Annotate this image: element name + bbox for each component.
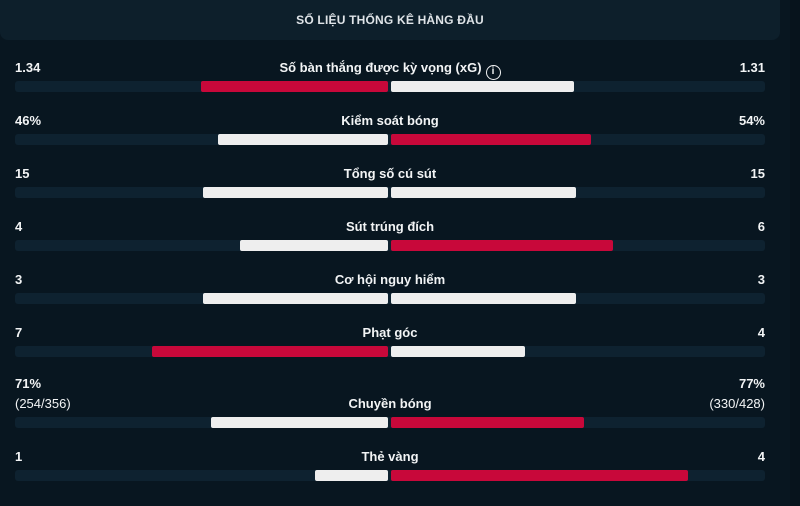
home-value: 4 bbox=[15, 219, 23, 234]
home-value: 1.34 bbox=[15, 60, 41, 75]
home-subvalue: (254/356) bbox=[15, 396, 71, 411]
stat-label: Số bàn thắng được kỳ vọng (xG) i bbox=[15, 60, 765, 80]
away-bar bbox=[391, 293, 576, 304]
stat-label-text: Số bàn thắng được kỳ vọng (xG) bbox=[279, 60, 482, 75]
away-bar bbox=[391, 81, 574, 92]
stat-row: 71% 77% (254/356) (330/428) Chuyền bóng bbox=[15, 376, 765, 428]
section-title: SỐ LIỆU THỐNG KÊ HÀNG ĐẦU bbox=[296, 13, 484, 27]
stat-label: Cơ hội nguy hiểm bbox=[15, 272, 765, 288]
home-value: 15 bbox=[15, 166, 30, 181]
stat-bar-track bbox=[15, 240, 765, 251]
home-bar bbox=[203, 187, 388, 198]
stat-row: 46% 54% Kiểm soát bóng bbox=[15, 113, 765, 153]
away-value: 77% bbox=[738, 376, 765, 391]
away-bar bbox=[391, 417, 584, 428]
away-value: 3 bbox=[757, 272, 765, 287]
home-bar bbox=[203, 293, 388, 304]
stat-bar-track bbox=[15, 187, 765, 198]
info-icon[interactable]: i bbox=[485, 65, 501, 80]
home-value: 3 bbox=[15, 272, 23, 287]
stat-label: Sút trúng đích bbox=[15, 219, 765, 235]
stat-bar-track bbox=[15, 134, 765, 145]
stat-row: 4 6 Sút trúng đích bbox=[15, 219, 765, 259]
away-value: 4 bbox=[757, 449, 765, 464]
home-value: 7 bbox=[15, 325, 23, 340]
stat-label-text: Thẻ vàng bbox=[361, 449, 419, 464]
stat-row: 1.34 1.31 Số bàn thắng được kỳ vọng (xG) i bbox=[15, 60, 765, 100]
home-bar bbox=[152, 346, 388, 357]
away-value: 4 bbox=[757, 325, 765, 340]
stat-bar-track bbox=[15, 346, 765, 357]
away-value: 54% bbox=[738, 113, 765, 128]
away-bar bbox=[391, 187, 576, 198]
home-bar bbox=[240, 240, 388, 251]
home-value: 71% bbox=[15, 376, 42, 391]
home-value: 46% bbox=[15, 113, 42, 128]
stat-label-text: Phạt góc bbox=[362, 325, 418, 340]
stat-bar-track bbox=[15, 293, 765, 304]
away-value: 15 bbox=[750, 166, 765, 181]
stat-label-text: Tổng số cú sút bbox=[343, 166, 437, 181]
stat-row: 1 4 Thẻ vàng bbox=[15, 449, 765, 489]
stat-bar-track bbox=[15, 417, 765, 428]
stat-label: Phạt góc bbox=[15, 325, 765, 341]
away-value: 6 bbox=[757, 219, 765, 234]
away-bar bbox=[391, 240, 614, 251]
stat-bar-track bbox=[15, 81, 765, 92]
section-header: SỐ LIỆU THỐNG KÊ HÀNG ĐẦU bbox=[0, 0, 780, 40]
home-bar bbox=[200, 81, 388, 92]
stat-label-text: Cơ hội nguy hiểm bbox=[334, 272, 446, 287]
away-subvalue: (330/428) bbox=[709, 396, 765, 411]
away-bar bbox=[391, 346, 526, 357]
stat-label-text: Sút trúng đích bbox=[345, 219, 435, 234]
stat-label-text: Kiểm soát bóng bbox=[341, 113, 439, 128]
stat-row: 3 3 Cơ hội nguy hiểm bbox=[15, 272, 765, 312]
home-bar bbox=[217, 134, 388, 145]
stat-bar-track bbox=[15, 470, 765, 481]
stat-label: Tổng số cú sút bbox=[15, 166, 765, 182]
stat-label-text: Chuyền bóng bbox=[348, 396, 432, 411]
home-bar bbox=[314, 470, 388, 481]
home-bar bbox=[210, 417, 388, 428]
stat-row: 15 15 Tổng số cú sút bbox=[15, 166, 765, 206]
away-bar bbox=[391, 470, 688, 481]
away-bar bbox=[391, 134, 591, 145]
stat-row: 7 4 Phạt góc bbox=[15, 325, 765, 365]
stat-label: Chuyền bóng bbox=[15, 396, 765, 412]
stat-label: Kiểm soát bóng bbox=[15, 113, 765, 129]
away-value: 1.31 bbox=[739, 60, 765, 75]
home-value: 1 bbox=[15, 449, 23, 464]
stat-label: Thẻ vàng bbox=[15, 449, 765, 465]
